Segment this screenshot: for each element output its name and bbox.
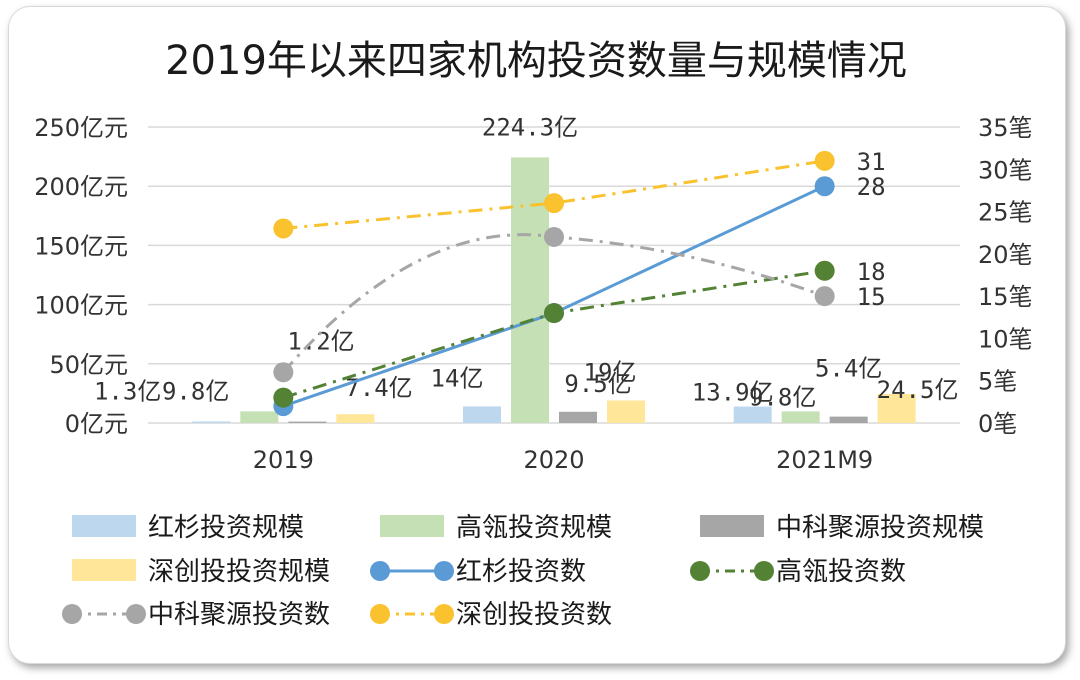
y-left-tick-label: 200亿元 [34, 173, 128, 201]
line-data-label: 31 [857, 148, 886, 176]
bar [733, 406, 772, 423]
legend-marker [754, 561, 774, 581]
bar [336, 414, 375, 423]
series-point [544, 193, 564, 214]
legend-label: 中科聚源投资规模 [776, 513, 984, 543]
legend-swatch [380, 515, 444, 537]
series-point [814, 286, 835, 307]
legend-label: 深创投投资规模 [148, 557, 330, 587]
legend-marker [690, 561, 710, 581]
bar-data-label: 224.3亿 [482, 113, 578, 141]
bar-data-label: 1.3亿 [94, 377, 161, 405]
bar [288, 421, 327, 423]
legend-marker [62, 604, 82, 624]
legend-swatch [72, 515, 136, 537]
x-tick-label: 2019 [253, 446, 314, 474]
series-point [273, 218, 294, 239]
legend-marker [434, 604, 454, 624]
legend-label: 红杉投资数 [456, 557, 586, 587]
line-data-label: 15 [857, 283, 886, 311]
y-right-tick-label: 10笔 [978, 325, 1033, 353]
bar [192, 421, 231, 423]
legend-swatch [700, 515, 764, 537]
y-right-tick-label: 15笔 [978, 283, 1033, 311]
y-right-tick-label: 25笔 [978, 199, 1033, 227]
legend-label: 红杉投资规模 [148, 513, 304, 543]
y-right-tick-label: 0笔 [978, 410, 1017, 438]
legend-marker [370, 604, 390, 624]
x-tick-label: 2021M9 [776, 446, 873, 474]
legend-marker [370, 561, 390, 581]
bar [607, 400, 645, 423]
line-data-label: 28 [857, 173, 886, 201]
series-point [544, 303, 564, 324]
series-point [814, 260, 835, 281]
line-data-label: 18 [857, 258, 886, 286]
series-point [273, 362, 294, 383]
bar [781, 411, 820, 423]
y-right-tick-label: 5笔 [978, 368, 1017, 396]
y-right-tick-label: 20笔 [978, 241, 1033, 269]
bar [463, 406, 501, 423]
bar [829, 416, 868, 423]
bar-data-label: 13.9亿 [692, 379, 774, 407]
y-right-tick-label: 35笔 [978, 114, 1033, 142]
chart-title: 2019年以来四家机构投资数量与规模情况 [165, 38, 907, 84]
x-tick-label: 2020 [523, 446, 584, 474]
series-point [544, 226, 564, 247]
series-point [814, 150, 835, 171]
bar-data-label: 24.5亿 [877, 376, 959, 404]
series-point [814, 176, 835, 197]
bar [559, 411, 597, 423]
bar [511, 157, 549, 423]
legend-label: 高瓴投资规模 [456, 513, 612, 543]
y-left-tick-label: 0亿元 [65, 410, 128, 438]
y-left-tick-label: 100亿元 [34, 292, 128, 320]
legend-label: 深创投投资数 [456, 600, 612, 630]
bar-data-label: 1.2亿 [287, 328, 354, 356]
legend-label: 高瓴投资数 [776, 557, 906, 587]
bar-data-label: 14亿 [431, 364, 484, 392]
y-left-tick-label: 50亿元 [49, 351, 128, 379]
legend-swatch [72, 559, 136, 581]
bar-data-label: 9.8亿 [749, 383, 816, 411]
bar-data-label: 7.4亿 [345, 374, 412, 402]
bar [240, 411, 279, 423]
bar-data-label: 9.5亿 [564, 370, 631, 398]
bar-data-label: 9.8亿 [162, 377, 229, 405]
y-left-tick-label: 150亿元 [34, 232, 128, 260]
legend-marker [434, 561, 454, 581]
y-left-tick-label: 250亿元 [34, 114, 128, 142]
bar-data-label: 19亿 [584, 359, 637, 387]
bar [877, 393, 916, 423]
bar-data-label: 5.4亿 [815, 355, 882, 383]
legend-label: 中科聚源投资数 [148, 600, 330, 630]
y-right-tick-label: 30笔 [978, 156, 1033, 184]
series-point [273, 387, 294, 408]
legend-marker [126, 604, 146, 624]
